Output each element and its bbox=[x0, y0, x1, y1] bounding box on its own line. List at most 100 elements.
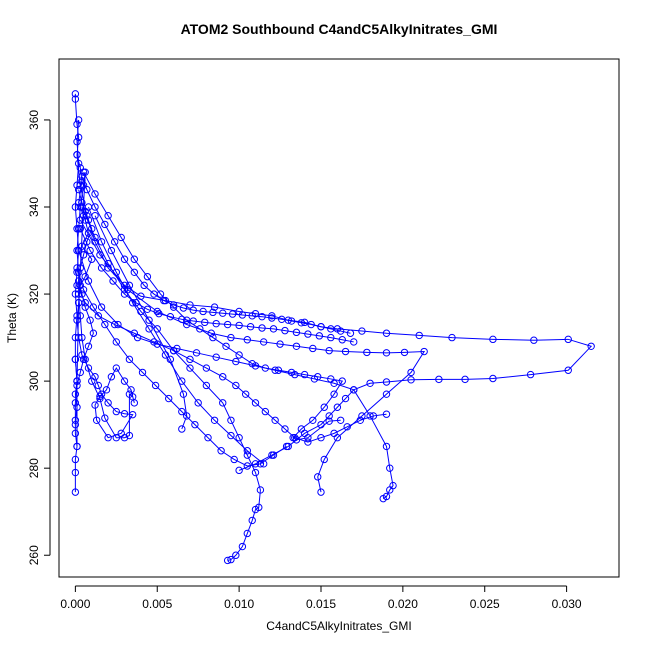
data-point bbox=[71, 488, 80, 496]
data-point bbox=[94, 312, 103, 320]
data-point bbox=[238, 542, 247, 551]
data-point bbox=[83, 185, 91, 194]
data-point bbox=[73, 442, 81, 451]
y-tick-label: 260 bbox=[27, 545, 41, 565]
data-point bbox=[88, 225, 96, 233]
data-point bbox=[169, 303, 178, 311]
y-axis: 260 280 300 320 340 360 bbox=[27, 110, 51, 565]
data-point bbox=[489, 335, 497, 344]
data-point bbox=[112, 407, 121, 416]
data-point bbox=[210, 416, 219, 424]
data-point bbox=[415, 331, 423, 340]
data-point bbox=[382, 442, 391, 451]
series-9 bbox=[76, 225, 358, 346]
x-axis-label: C4andC5AlkyInitrates_GMI bbox=[266, 619, 411, 633]
data-point bbox=[243, 336, 252, 344]
data-point bbox=[178, 315, 186, 324]
data-point bbox=[309, 344, 317, 353]
data-point bbox=[201, 318, 209, 327]
data-point bbox=[291, 434, 299, 442]
data-point bbox=[317, 323, 325, 331]
data-point bbox=[564, 335, 572, 344]
data-point bbox=[227, 431, 235, 440]
data-point bbox=[258, 312, 266, 321]
data-point bbox=[564, 366, 572, 374]
data-point bbox=[248, 312, 256, 320]
data-point bbox=[96, 392, 104, 401]
data-point bbox=[271, 366, 279, 374]
data-point bbox=[291, 370, 299, 379]
x-tick-label: 0.025 bbox=[470, 597, 500, 611]
data-point bbox=[169, 346, 178, 355]
series-3 bbox=[78, 203, 265, 565]
data-point bbox=[325, 346, 333, 355]
data-point bbox=[71, 390, 80, 398]
data-point bbox=[297, 319, 306, 327]
data-point bbox=[382, 349, 391, 357]
data-point bbox=[71, 399, 80, 407]
data-point bbox=[191, 420, 199, 429]
data-point bbox=[317, 488, 325, 496]
chart-title: ATOM2 Southbound C4andC5AlkyInitrates_GM… bbox=[181, 21, 498, 37]
series-line bbox=[76, 154, 593, 471]
data-point bbox=[138, 368, 147, 377]
data-point bbox=[97, 264, 106, 272]
data-point bbox=[212, 319, 220, 328]
series-2 bbox=[73, 151, 595, 475]
data-point bbox=[178, 407, 186, 416]
series-layer bbox=[71, 90, 595, 565]
data-point bbox=[73, 181, 81, 189]
data-point bbox=[94, 381, 103, 390]
data-point bbox=[276, 340, 284, 348]
data-point bbox=[84, 364, 93, 372]
data-point bbox=[79, 286, 88, 294]
plot-frame bbox=[58, 58, 620, 578]
data-point bbox=[117, 233, 125, 242]
data-point bbox=[315, 332, 324, 340]
data-point bbox=[194, 399, 202, 407]
data-point bbox=[74, 246, 83, 255]
data-point bbox=[230, 455, 238, 464]
data-point bbox=[379, 494, 387, 503]
data-point bbox=[169, 301, 178, 309]
data-point bbox=[74, 133, 83, 142]
data-point bbox=[160, 296, 168, 305]
y-tick-label: 340 bbox=[27, 197, 41, 217]
data-point bbox=[125, 355, 134, 364]
data-point bbox=[268, 314, 276, 322]
data-point bbox=[71, 95, 80, 103]
data-point bbox=[143, 305, 152, 313]
data-point bbox=[235, 466, 243, 475]
data-point bbox=[202, 381, 211, 390]
data-point bbox=[130, 255, 139, 263]
data-point bbox=[243, 529, 252, 538]
data-point bbox=[271, 416, 279, 424]
data-point bbox=[282, 442, 291, 451]
data-point bbox=[91, 233, 99, 242]
data-point bbox=[125, 281, 134, 290]
data-point bbox=[186, 355, 194, 364]
data-point bbox=[325, 412, 333, 420]
data-point bbox=[165, 394, 173, 403]
data-point bbox=[241, 390, 250, 398]
data-point bbox=[448, 333, 456, 342]
data-point bbox=[366, 379, 374, 387]
data-point bbox=[79, 168, 88, 176]
data-point bbox=[227, 416, 235, 424]
data-point bbox=[145, 325, 153, 333]
data-point bbox=[196, 325, 204, 333]
data-point bbox=[186, 301, 194, 309]
data-point bbox=[74, 159, 83, 168]
data-point bbox=[251, 505, 260, 514]
data-point bbox=[74, 277, 83, 285]
data-point bbox=[84, 277, 93, 285]
data-point bbox=[189, 306, 197, 314]
series-5 bbox=[79, 168, 346, 444]
data-point bbox=[71, 90, 80, 98]
series-line bbox=[94, 215, 188, 430]
data-point bbox=[317, 434, 325, 442]
data-point bbox=[209, 333, 217, 342]
data-point bbox=[327, 333, 335, 342]
data-point bbox=[219, 373, 227, 381]
data-point bbox=[192, 349, 201, 357]
